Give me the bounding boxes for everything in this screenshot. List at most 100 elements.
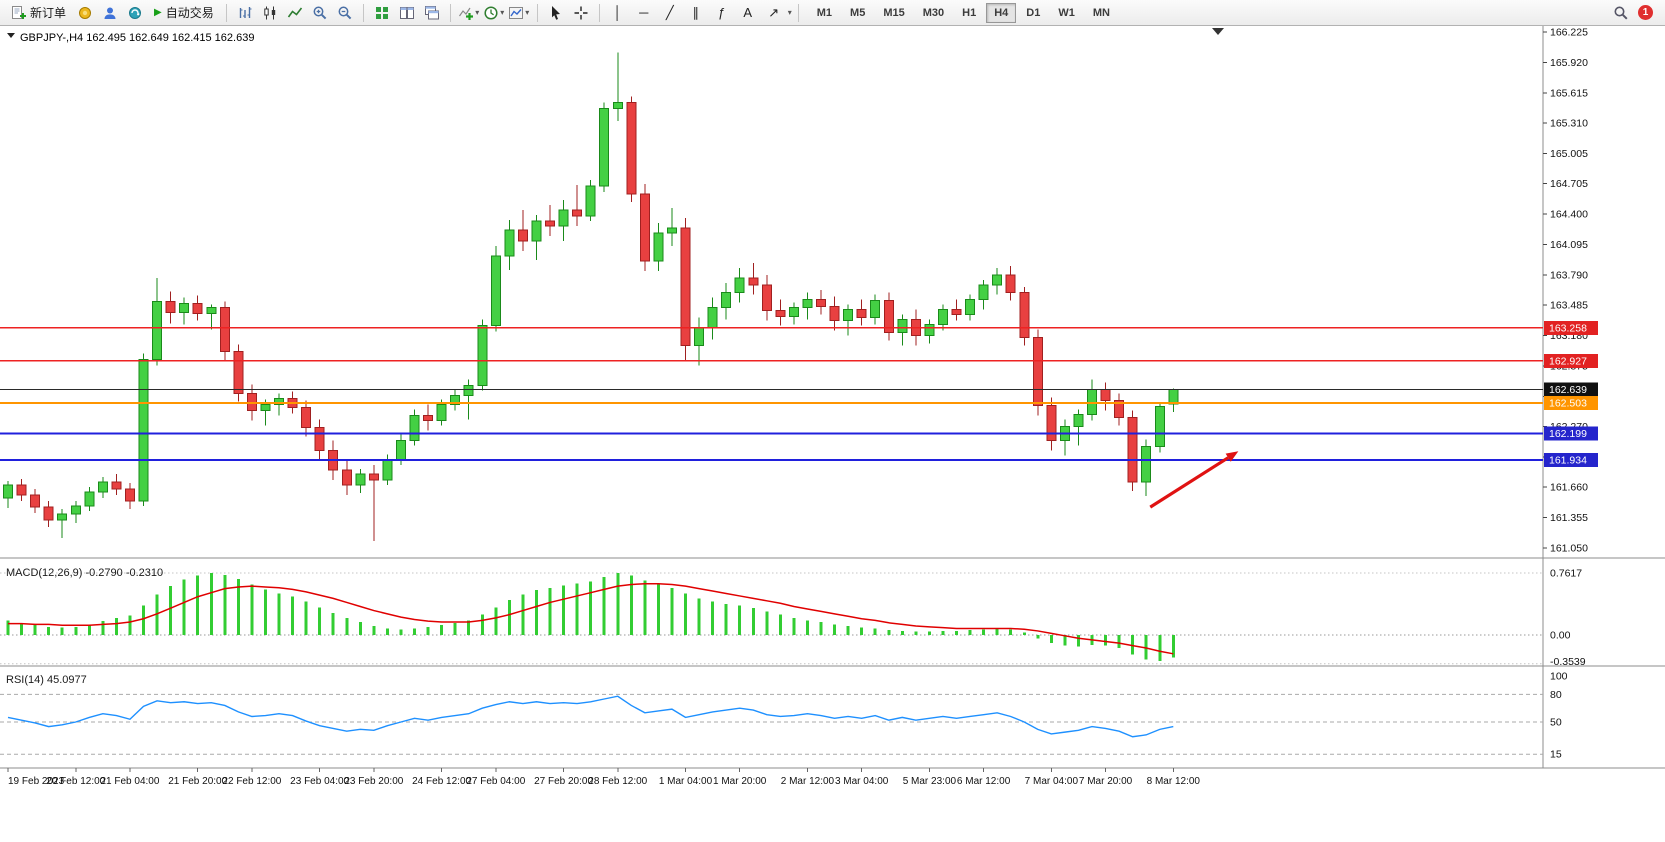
add-indicator-button[interactable]: ▾: [457, 2, 481, 24]
auto-trading-play-icon: ▶: [154, 7, 162, 18]
candle-body: [504, 229, 515, 257]
tile-windows-button[interactable]: [370, 2, 394, 24]
timeframe-button-m30[interactable]: M30: [915, 3, 952, 23]
channel-tool-button[interactable]: ∥: [684, 2, 708, 24]
crosshair-icon: [574, 6, 588, 19]
cascade-windows-button[interactable]: [420, 2, 444, 24]
candle-body: [179, 303, 190, 314]
chevron-down-icon: ▾: [475, 8, 480, 17]
template-button[interactable]: ▾: [507, 2, 531, 24]
candle-body: [585, 185, 596, 217]
candle-body: [694, 327, 705, 347]
market-watch-button[interactable]: [73, 2, 97, 24]
arrows-tool-button[interactable]: ↗: [762, 2, 786, 24]
candle-body: [111, 481, 122, 490]
search-button[interactable]: [1609, 2, 1633, 24]
one-click-trading-arrow[interactable]: [7, 33, 15, 38]
price-axis[interactable]: 166.225 165.920 165.615 165.310 165.005 164.7…: [1543, 27, 1598, 555]
candle-body: [761, 284, 772, 312]
toolbar-separator: [598, 3, 600, 22]
community-icon: [129, 6, 142, 19]
candle-body: [802, 299, 813, 309]
price-tick-label: 164.705: [1550, 178, 1588, 190]
candle-body: [816, 299, 826, 308]
zoom-in-icon: [313, 6, 327, 19]
time-tick-label: 5 Mar 23:00: [903, 776, 957, 787]
candle-body: [1168, 389, 1179, 405]
new-order-button[interactable]: 新订单: [4, 2, 72, 24]
bar-chart-button[interactable]: [233, 2, 257, 24]
price-tick-label: 165.920: [1550, 57, 1588, 69]
community-button[interactable]: [123, 2, 147, 24]
price-badge: [1544, 396, 1598, 411]
cursor-tool-button[interactable]: [544, 2, 568, 24]
candle-body: [206, 307, 217, 315]
timeframe-button-m5[interactable]: M5: [842, 3, 873, 23]
candle-body: [152, 301, 163, 361]
price-tick-label: 163.485: [1550, 300, 1588, 312]
zoom-out-button[interactable]: [333, 2, 357, 24]
toolbar-separator: [449, 3, 451, 22]
timeframe-button-h4[interactable]: H4: [986, 2, 1017, 23]
candle-body: [666, 227, 677, 234]
candle-body: [870, 300, 881, 319]
candlestick-chart-button[interactable]: [258, 2, 282, 24]
macd-tick-label: 0.00: [1550, 630, 1571, 642]
auto-trading-button[interactable]: ▶ 自动交易: [148, 2, 220, 24]
time-tick-label: 3 Mar 04:00: [835, 776, 889, 787]
candle-body: [30, 494, 41, 508]
candle-body: [246, 392, 257, 411]
candle-body: [748, 277, 759, 286]
timeframe-button-w1[interactable]: W1: [1050, 3, 1083, 23]
trendline-tool-button[interactable]: ╱: [658, 2, 682, 24]
rsi-panel: 100 80 50 15 RSI(14) 45.0977: [0, 671, 1568, 761]
arrange-vertical-button[interactable]: [395, 2, 419, 24]
time-tick-label: 24 Feb 12:00: [412, 776, 471, 787]
fibonacci-tool-button[interactable]: ƒ: [710, 2, 734, 24]
candle-body: [707, 307, 718, 329]
trend-arrow-head[interactable]: [1225, 451, 1239, 462]
candle-body: [355, 473, 366, 486]
candle-body: [843, 309, 854, 322]
price-tick-label: 163.790: [1550, 269, 1588, 281]
periods-button[interactable]: ▾: [482, 2, 506, 24]
profile-button[interactable]: [98, 2, 122, 24]
timeframe-button-mn[interactable]: MN: [1085, 3, 1118, 23]
candle-body: [978, 284, 989, 301]
candle-body: [192, 303, 203, 315]
candles-layer: [3, 52, 1179, 542]
line-chart-button[interactable]: [283, 2, 307, 24]
candle-body: [233, 351, 244, 394]
vline-tool-button[interactable]: │: [606, 2, 630, 24]
hline-tool-button[interactable]: ─: [632, 2, 656, 24]
timeframe-button-h1[interactable]: H1: [954, 3, 984, 23]
price-badge-label: 162.199: [1549, 428, 1587, 440]
price-badge: [1544, 452, 1598, 467]
price-badge: [1544, 382, 1598, 397]
candle-body: [70, 505, 81, 515]
macd-tick-label: -0.3539: [1550, 656, 1586, 668]
candle-body: [43, 506, 54, 521]
candle-body: [721, 292, 732, 309]
candle-body: [368, 473, 379, 481]
timeframe-button-d1[interactable]: D1: [1018, 3, 1048, 23]
trend-arrow[interactable]: [1149, 456, 1230, 509]
chart-shift-marker[interactable]: [1212, 28, 1224, 35]
time-tick-label: 1 Mar 04:00: [659, 776, 713, 787]
timeframe-button-m15[interactable]: M15: [875, 3, 912, 23]
price-chart[interactable]: 166.225 165.920 165.615 165.310 165.005 164.7…: [0, 26, 1665, 842]
price-badge-label: 161.934: [1549, 454, 1587, 466]
candle-body: [734, 277, 745, 294]
candle-body: [16, 484, 27, 496]
timeframe-button-m1[interactable]: M1: [809, 3, 840, 23]
notification-badge[interactable]: 1: [1638, 5, 1653, 20]
chart-title: GBPJPY-,H4 162.495 162.649 162.415 162.6…: [20, 32, 254, 44]
price-tick-label: 164.095: [1550, 239, 1588, 251]
candle-body: [626, 101, 637, 195]
candle-body: [856, 309, 867, 319]
zoom-in-button[interactable]: [308, 2, 332, 24]
text-tool-button[interactable]: A: [736, 2, 760, 24]
time-tick-label: 21 Feb 20:00: [168, 776, 227, 787]
crosshair-tool-button[interactable]: [569, 2, 593, 24]
